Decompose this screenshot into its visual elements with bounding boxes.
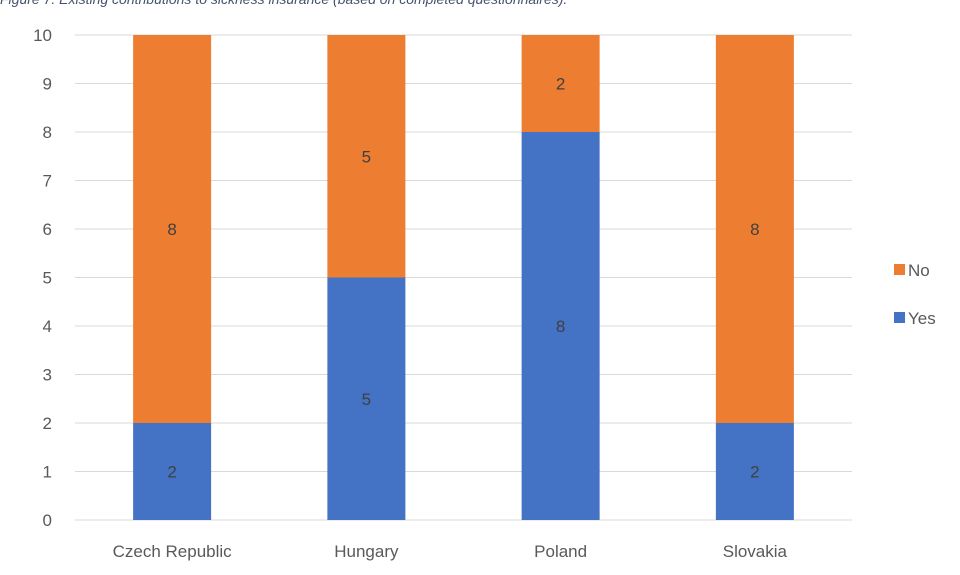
legend-swatch-no	[894, 264, 905, 275]
x-tick-label: Czech Republic	[113, 542, 233, 561]
chart-caption: Figure 7. Existing contributions to sick…	[0, 0, 960, 9]
y-tick-label: 3	[43, 366, 52, 385]
bar-segment-yes	[715, 423, 794, 520]
bar-segment-no	[715, 35, 794, 423]
bar-segment-yes	[327, 277, 406, 520]
y-axis-ticks: 0 1 2 3 4 5 6 7 8 9 10	[33, 26, 52, 530]
bar-segment-yes	[133, 423, 212, 520]
y-tick-label: 6	[43, 220, 52, 239]
data-label: 2	[167, 463, 176, 482]
data-label: 2	[556, 75, 565, 94]
bar-segment-no	[133, 35, 212, 423]
data-label: 8	[750, 220, 759, 239]
y-tick-label: 10	[33, 26, 52, 45]
data-label: 8	[556, 317, 565, 336]
y-tick-label: 4	[43, 317, 52, 336]
data-label: 8	[167, 220, 176, 239]
x-tick-label: Hungary	[334, 542, 399, 561]
y-tick-label: 1	[43, 463, 52, 482]
data-label: 5	[362, 147, 371, 166]
y-tick-label: 2	[43, 414, 52, 433]
legend-label-yes: Yes	[908, 309, 936, 328]
bar-segment-no	[327, 35, 406, 278]
legend: No Yes	[894, 261, 936, 328]
legend-swatch-yes	[894, 312, 905, 323]
data-label: 5	[362, 390, 371, 409]
legend-label-no: No	[908, 261, 930, 280]
x-axis-ticks: Czech Republic Hungary Poland Slovakia	[113, 542, 788, 561]
y-tick-label: 0	[43, 511, 52, 530]
bar-segment-yes	[521, 132, 600, 520]
bars: 2 8 5 5 8 2 2 8	[133, 35, 794, 520]
bar-segment-no	[521, 35, 600, 132]
x-tick-label: Poland	[534, 542, 587, 561]
y-tick-label: 8	[43, 123, 52, 142]
data-label: 2	[750, 463, 759, 482]
y-tick-label: 9	[43, 75, 52, 94]
y-tick-label: 7	[43, 172, 52, 191]
x-tick-label: Slovakia	[723, 542, 788, 561]
y-tick-label: 5	[43, 269, 52, 288]
